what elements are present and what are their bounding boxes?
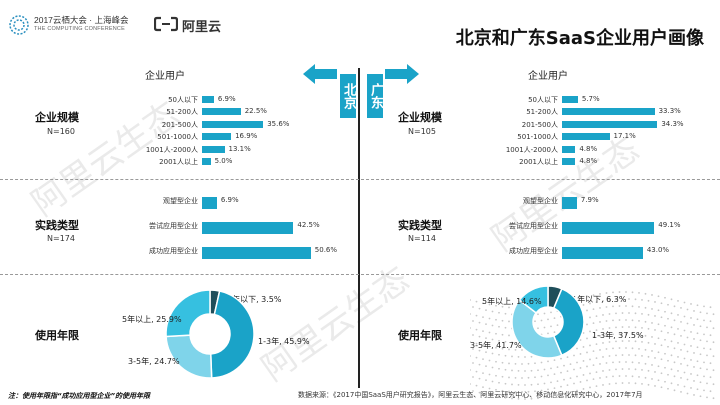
category-label: 201-500人 (521, 120, 558, 129)
category-label: 观望型企业 (163, 197, 198, 205)
gd-col-title: 企业用户 (528, 71, 568, 82)
category-label: 成功应用型企业 (509, 247, 558, 255)
region-label-beijing: 北京 (340, 74, 356, 118)
section-divider (0, 274, 720, 275)
category-label: 201-500人 (161, 120, 198, 129)
gd-scale-label: 企业规模 (398, 111, 442, 124)
bar (562, 133, 610, 141)
donut-slice-label: 3-5年, 24.7% (128, 356, 180, 366)
bar (202, 247, 311, 259)
bar-value-label: 49.1% (658, 221, 681, 229)
bar (562, 197, 577, 209)
bar (562, 96, 578, 103)
conference-logo: 2017云栖大会 · 上海峰会 THE COMPUTING CONFERENCE (8, 12, 143, 38)
bj-col-title: 企业用户 (145, 71, 185, 82)
category-label: 51-200人 (166, 108, 198, 117)
conference-logo-icon (9, 15, 29, 35)
bar (562, 108, 655, 116)
donut-slice-label: 3-5年, 41.7% (470, 340, 522, 350)
bar (202, 145, 225, 153)
donut-slice-label: 5年以上, 14.6% (482, 296, 542, 306)
footnote: 注：使用年限指“成功应用型企业”的使用年限 (8, 392, 151, 400)
bar-value-label: 4.8% (579, 157, 598, 165)
bar-value-label: 5.0% (214, 157, 233, 165)
bar-value-label: 13.1% (228, 144, 251, 153)
category-label: 尝试应用型企业 (509, 222, 558, 230)
donut-slice (511, 299, 563, 359)
bar-value-label: 22.5% (244, 107, 267, 116)
category-label: 观望型企业 (523, 197, 558, 205)
bj-scale-n: N=160 (47, 127, 75, 136)
bar (562, 247, 643, 259)
category-label: 1001人-2000人 (505, 145, 558, 154)
watermark: 阿里云生态 (484, 129, 647, 260)
category-label: 成功应用型企业 (149, 247, 198, 255)
donut-slice (209, 290, 255, 379)
bj-scale-label: 企业规模 (35, 111, 79, 124)
category-label: 50人以下 (168, 96, 198, 104)
category-label: 1001人-2000人 (145, 145, 198, 154)
category-label: 51-200人 (526, 108, 558, 117)
category-label: 501-1000人 (157, 133, 198, 142)
bar-value-label: 33.3% (658, 107, 681, 116)
gd-scale-n: N=105 (408, 127, 436, 136)
bar-value-label: 6.9% (217, 95, 236, 103)
bar (202, 96, 214, 103)
donut-slice (165, 289, 211, 338)
bar (562, 145, 576, 153)
region-label-guangdong: 广东 (367, 74, 383, 118)
category-label: 尝试应用型企业 (149, 222, 198, 230)
event-title: 2017云栖大会 · 上海峰会 (34, 15, 129, 25)
category-label: 501-1000人 (517, 133, 558, 142)
bj-type-label: 实践类型 (35, 219, 79, 232)
category-label: 2001人以上 (519, 158, 558, 166)
right-arrow-icon (385, 64, 419, 84)
bar (202, 222, 294, 234)
bar-value-label: 6.9% (220, 196, 239, 204)
brand-name: 阿里云 (182, 20, 222, 35)
left-arrow-icon (303, 64, 337, 84)
bar-value-label: 50.6% (314, 246, 338, 254)
donut-slice (552, 287, 585, 357)
gd-type-label: 实践类型 (398, 219, 442, 232)
bar-value-label: 43.0% (646, 246, 670, 254)
gd-years-label: 使用年限 (398, 329, 442, 342)
bar-value-label: 34.3% (661, 119, 684, 128)
bar-value-label: 17.1% (613, 132, 636, 141)
donut-slice-label: 1-3年, 45.9% (258, 336, 310, 346)
bar (202, 197, 217, 209)
bar (202, 158, 211, 165)
bar-value-label: 4.8% (579, 144, 598, 153)
category-label: 50人以下 (528, 96, 558, 104)
bar-value-label: 35.6% (267, 119, 290, 128)
aliyun-logo-icon (154, 16, 178, 32)
gd-years-donut-chart: 1年以下, 6.3% 1-3年, 37.5% 3-5年, 41.7% 5年以上, 14… (470, 285, 644, 359)
bar-value-label: 42.5% (297, 221, 320, 229)
bar (202, 120, 264, 128)
donut-slice-label: 1年以下, 3.5% (227, 294, 282, 304)
donut-slice (518, 285, 549, 314)
slide-title: 北京和广东SaaS企业用户画像 (455, 28, 704, 49)
donut-slice-label: 5年以上, 25.9% (122, 314, 182, 324)
bar (562, 120, 658, 128)
bar-value-label: 16.9% (235, 132, 258, 141)
section-divider (0, 179, 720, 180)
event-subtitle: THE COMPUTING CONFERENCE (34, 26, 125, 32)
bar (202, 108, 241, 116)
data-source: 数据来源：《2017中国SaaS用户研究报告》，阿里云生态、阿里云研究中心、移动… (298, 391, 643, 399)
donut-slice-label: 1年以下, 6.3% (572, 294, 627, 304)
center-divider (358, 68, 360, 388)
donut-slice-label: 1-3年, 37.5% (592, 330, 644, 340)
bj-years-label: 使用年限 (35, 329, 79, 342)
bar (202, 133, 232, 141)
bar (562, 222, 655, 234)
bj-type-n: N=174 (47, 234, 75, 243)
bar-value-label: 5.7% (581, 95, 600, 103)
bar-value-label: 7.9% (580, 196, 599, 204)
gd-type-n: N=114 (408, 234, 436, 243)
category-label: 2001人以上 (159, 158, 198, 166)
bj-years-donut-chart: 1年以下, 3.5% 1-3年, 45.9% 3-5年, 24.7% 5年以上, 25… (122, 289, 310, 379)
bar (562, 158, 576, 165)
